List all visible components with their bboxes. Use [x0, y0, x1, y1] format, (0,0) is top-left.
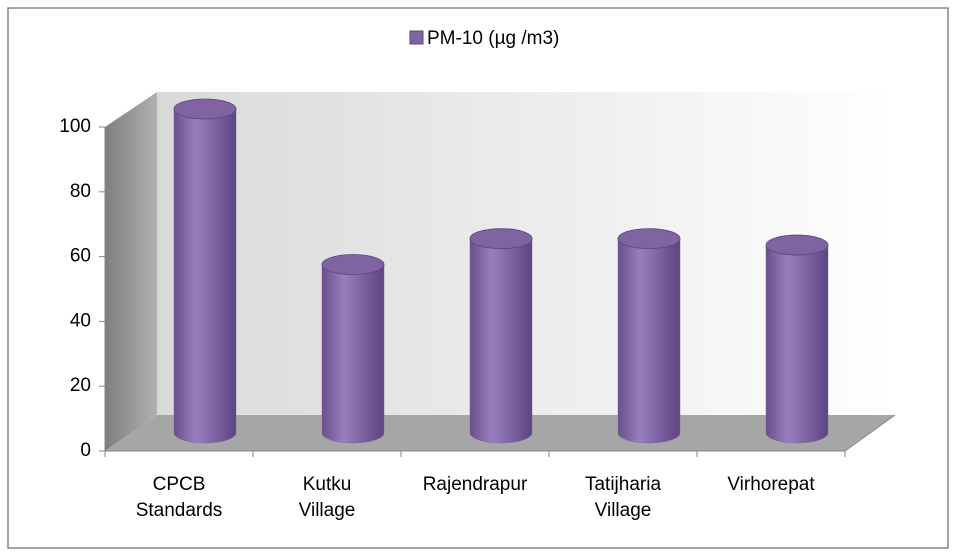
- bar: [617, 238, 681, 444]
- bar-top: [173, 98, 237, 120]
- bar: [469, 238, 533, 444]
- x-tick-label: CPCB Standards: [136, 474, 223, 521]
- side-wall: [105, 92, 157, 451]
- y-tick-label: 60: [70, 246, 91, 267]
- y-tick-label: 40: [70, 310, 91, 331]
- bar-top: [469, 228, 533, 250]
- bar-top: [321, 254, 385, 275]
- bar: [765, 244, 829, 444]
- y-tick-label: 100: [59, 116, 91, 137]
- x-tick-label: Rajendrapur: [423, 474, 528, 495]
- x-tick-label: Tatijharia Village: [585, 474, 661, 521]
- y-tick-label: 0: [80, 440, 91, 461]
- legend-label: PM-10 (µg /m3): [427, 28, 559, 49]
- bar: [321, 264, 385, 444]
- legend-swatch: [409, 30, 424, 45]
- bar-top: [765, 234, 829, 256]
- bar-top: [617, 228, 681, 250]
- y-tick-label: 20: [70, 375, 91, 396]
- x-tick-label: Kutku Village: [299, 474, 356, 521]
- floor-edge: [844, 414, 896, 452]
- bar: [173, 108, 237, 444]
- x-tick-label: Virhorepat: [727, 474, 815, 495]
- y-tick-label: 80: [70, 181, 91, 202]
